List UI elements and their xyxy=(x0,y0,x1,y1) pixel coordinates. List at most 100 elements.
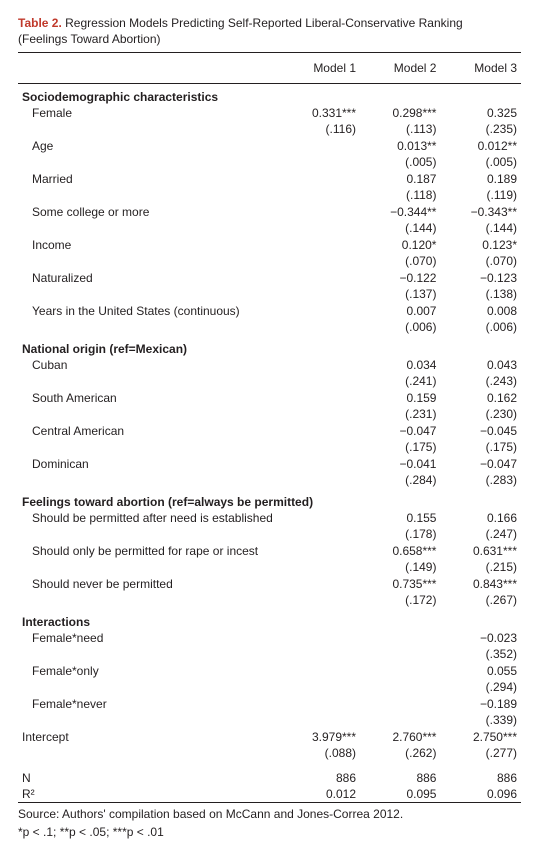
col-model1: Model 1 xyxy=(280,53,360,83)
table-row: South American0.1590.162 xyxy=(18,390,521,406)
cell: 0.034 xyxy=(360,357,440,373)
row-label: Naturalized xyxy=(18,270,280,286)
table-row-se: (.137)(.138) xyxy=(18,286,521,303)
cell xyxy=(440,336,521,357)
row-label: National origin (ref=Mexican) xyxy=(18,336,280,357)
row-label: Income xyxy=(18,237,280,253)
cell-se: (.277) xyxy=(440,745,521,762)
table-row: Naturalized−0.122−0.123 xyxy=(18,270,521,286)
cell: 0.325 xyxy=(440,105,521,121)
cell-se: (.235) xyxy=(440,121,521,138)
table-row: Female*need−0.023 xyxy=(18,630,521,646)
cell xyxy=(280,576,360,592)
cell-se: (.137) xyxy=(360,286,440,303)
cell-se: (.294) xyxy=(440,679,521,696)
cell: −0.045 xyxy=(440,423,521,439)
table-row-se: (.088)(.262)(.277) xyxy=(18,745,521,762)
row-label: Intercept xyxy=(18,729,280,745)
table-row: Married0.1870.189 xyxy=(18,171,521,187)
cell-se: (.113) xyxy=(360,121,440,138)
cell: 0.298*** xyxy=(360,105,440,121)
cell-se xyxy=(280,472,360,489)
cell-se xyxy=(280,592,360,609)
significance-note: *p < .1; **p < .05; ***p < .01 xyxy=(18,821,521,839)
cell xyxy=(360,336,440,357)
regression-table: Model 1 Model 2 Model 3 Sociodemographic… xyxy=(18,53,521,802)
table-row-se: (.178)(.247) xyxy=(18,526,521,543)
table-number: Table 2. xyxy=(18,16,62,30)
table-row: Intercept3.979***2.760***2.750*** xyxy=(18,729,521,745)
table-row-se: (.175)(.175) xyxy=(18,439,521,456)
table-row-se: (.070)(.070) xyxy=(18,253,521,270)
cell xyxy=(280,171,360,187)
row-label: Cuban xyxy=(18,357,280,373)
cell-se: (.262) xyxy=(360,745,440,762)
cell: −0.047 xyxy=(440,456,521,472)
table-subtitle: (Feelings Toward Abortion) xyxy=(18,32,521,46)
cell-se xyxy=(360,646,440,663)
cell xyxy=(280,609,360,630)
row-label: Central American xyxy=(18,423,280,439)
cell xyxy=(360,489,440,510)
table-title-line: Table 2. Regression Models Predicting Se… xyxy=(18,16,521,30)
row-label: Female*only xyxy=(18,663,280,679)
cell xyxy=(280,456,360,472)
row-label: Some college or more xyxy=(18,204,280,220)
cell-se: (.144) xyxy=(360,220,440,237)
cell: 0.055 xyxy=(440,663,521,679)
table-row-se: (.005)(.005) xyxy=(18,154,521,171)
cell xyxy=(280,663,360,679)
cell xyxy=(440,489,521,510)
table-title: Regression Models Predicting Self-Report… xyxy=(62,16,463,30)
cell: −0.343** xyxy=(440,204,521,220)
cell-se: (.339) xyxy=(440,712,521,729)
cell: 0.155 xyxy=(360,510,440,526)
cell-se: (.088) xyxy=(280,745,360,762)
table-row: Interactions xyxy=(18,609,521,630)
cell-se xyxy=(280,319,360,336)
cell: 886 xyxy=(280,770,360,786)
cell: 0.187 xyxy=(360,171,440,187)
cell: 2.750*** xyxy=(440,729,521,745)
cell xyxy=(280,696,360,712)
cell: 0.331*** xyxy=(280,105,360,121)
cell xyxy=(280,303,360,319)
row-label: Interactions xyxy=(18,609,280,630)
table-row: Should be permitted after need is establ… xyxy=(18,510,521,526)
cell: 0.631*** xyxy=(440,543,521,559)
cell-se: (.231) xyxy=(360,406,440,423)
cell xyxy=(280,270,360,286)
cell-se: (.175) xyxy=(440,439,521,456)
cell: 0.013** xyxy=(360,138,440,154)
cell-se: (.149) xyxy=(360,559,440,576)
cell-se xyxy=(280,646,360,663)
cell: 886 xyxy=(440,770,521,786)
source-note: Source: Authors' compilation based on Mc… xyxy=(18,803,521,821)
row-label: Sociodemographic characteristics xyxy=(18,84,280,105)
table-row-se: (.339) xyxy=(18,712,521,729)
table-row-se: (.352) xyxy=(18,646,521,663)
row-label: Dominican xyxy=(18,456,280,472)
cell-se: (.215) xyxy=(440,559,521,576)
cell-se xyxy=(280,406,360,423)
table-row-se: (.149)(.215) xyxy=(18,559,521,576)
cell xyxy=(440,609,521,630)
table-row: Central American−0.047−0.045 xyxy=(18,423,521,439)
cell: 0.843*** xyxy=(440,576,521,592)
table-row: Age0.013**0.012** xyxy=(18,138,521,154)
cell: 0.095 xyxy=(360,786,440,802)
table-row: Feelings toward abortion (ref=always be … xyxy=(18,489,521,510)
cell: 0.043 xyxy=(440,357,521,373)
table-row: Sociodemographic characteristics xyxy=(18,84,521,105)
cell xyxy=(440,84,521,105)
cell: 0.120* xyxy=(360,237,440,253)
cell xyxy=(360,696,440,712)
cell-se xyxy=(280,187,360,204)
table-row: National origin (ref=Mexican) xyxy=(18,336,521,357)
cell-se: (.116) xyxy=(280,121,360,138)
cell-se: (.006) xyxy=(440,319,521,336)
cell: −0.122 xyxy=(360,270,440,286)
cell-se xyxy=(280,253,360,270)
table-row-se: (.006)(.006) xyxy=(18,319,521,336)
cell-se: (.006) xyxy=(360,319,440,336)
